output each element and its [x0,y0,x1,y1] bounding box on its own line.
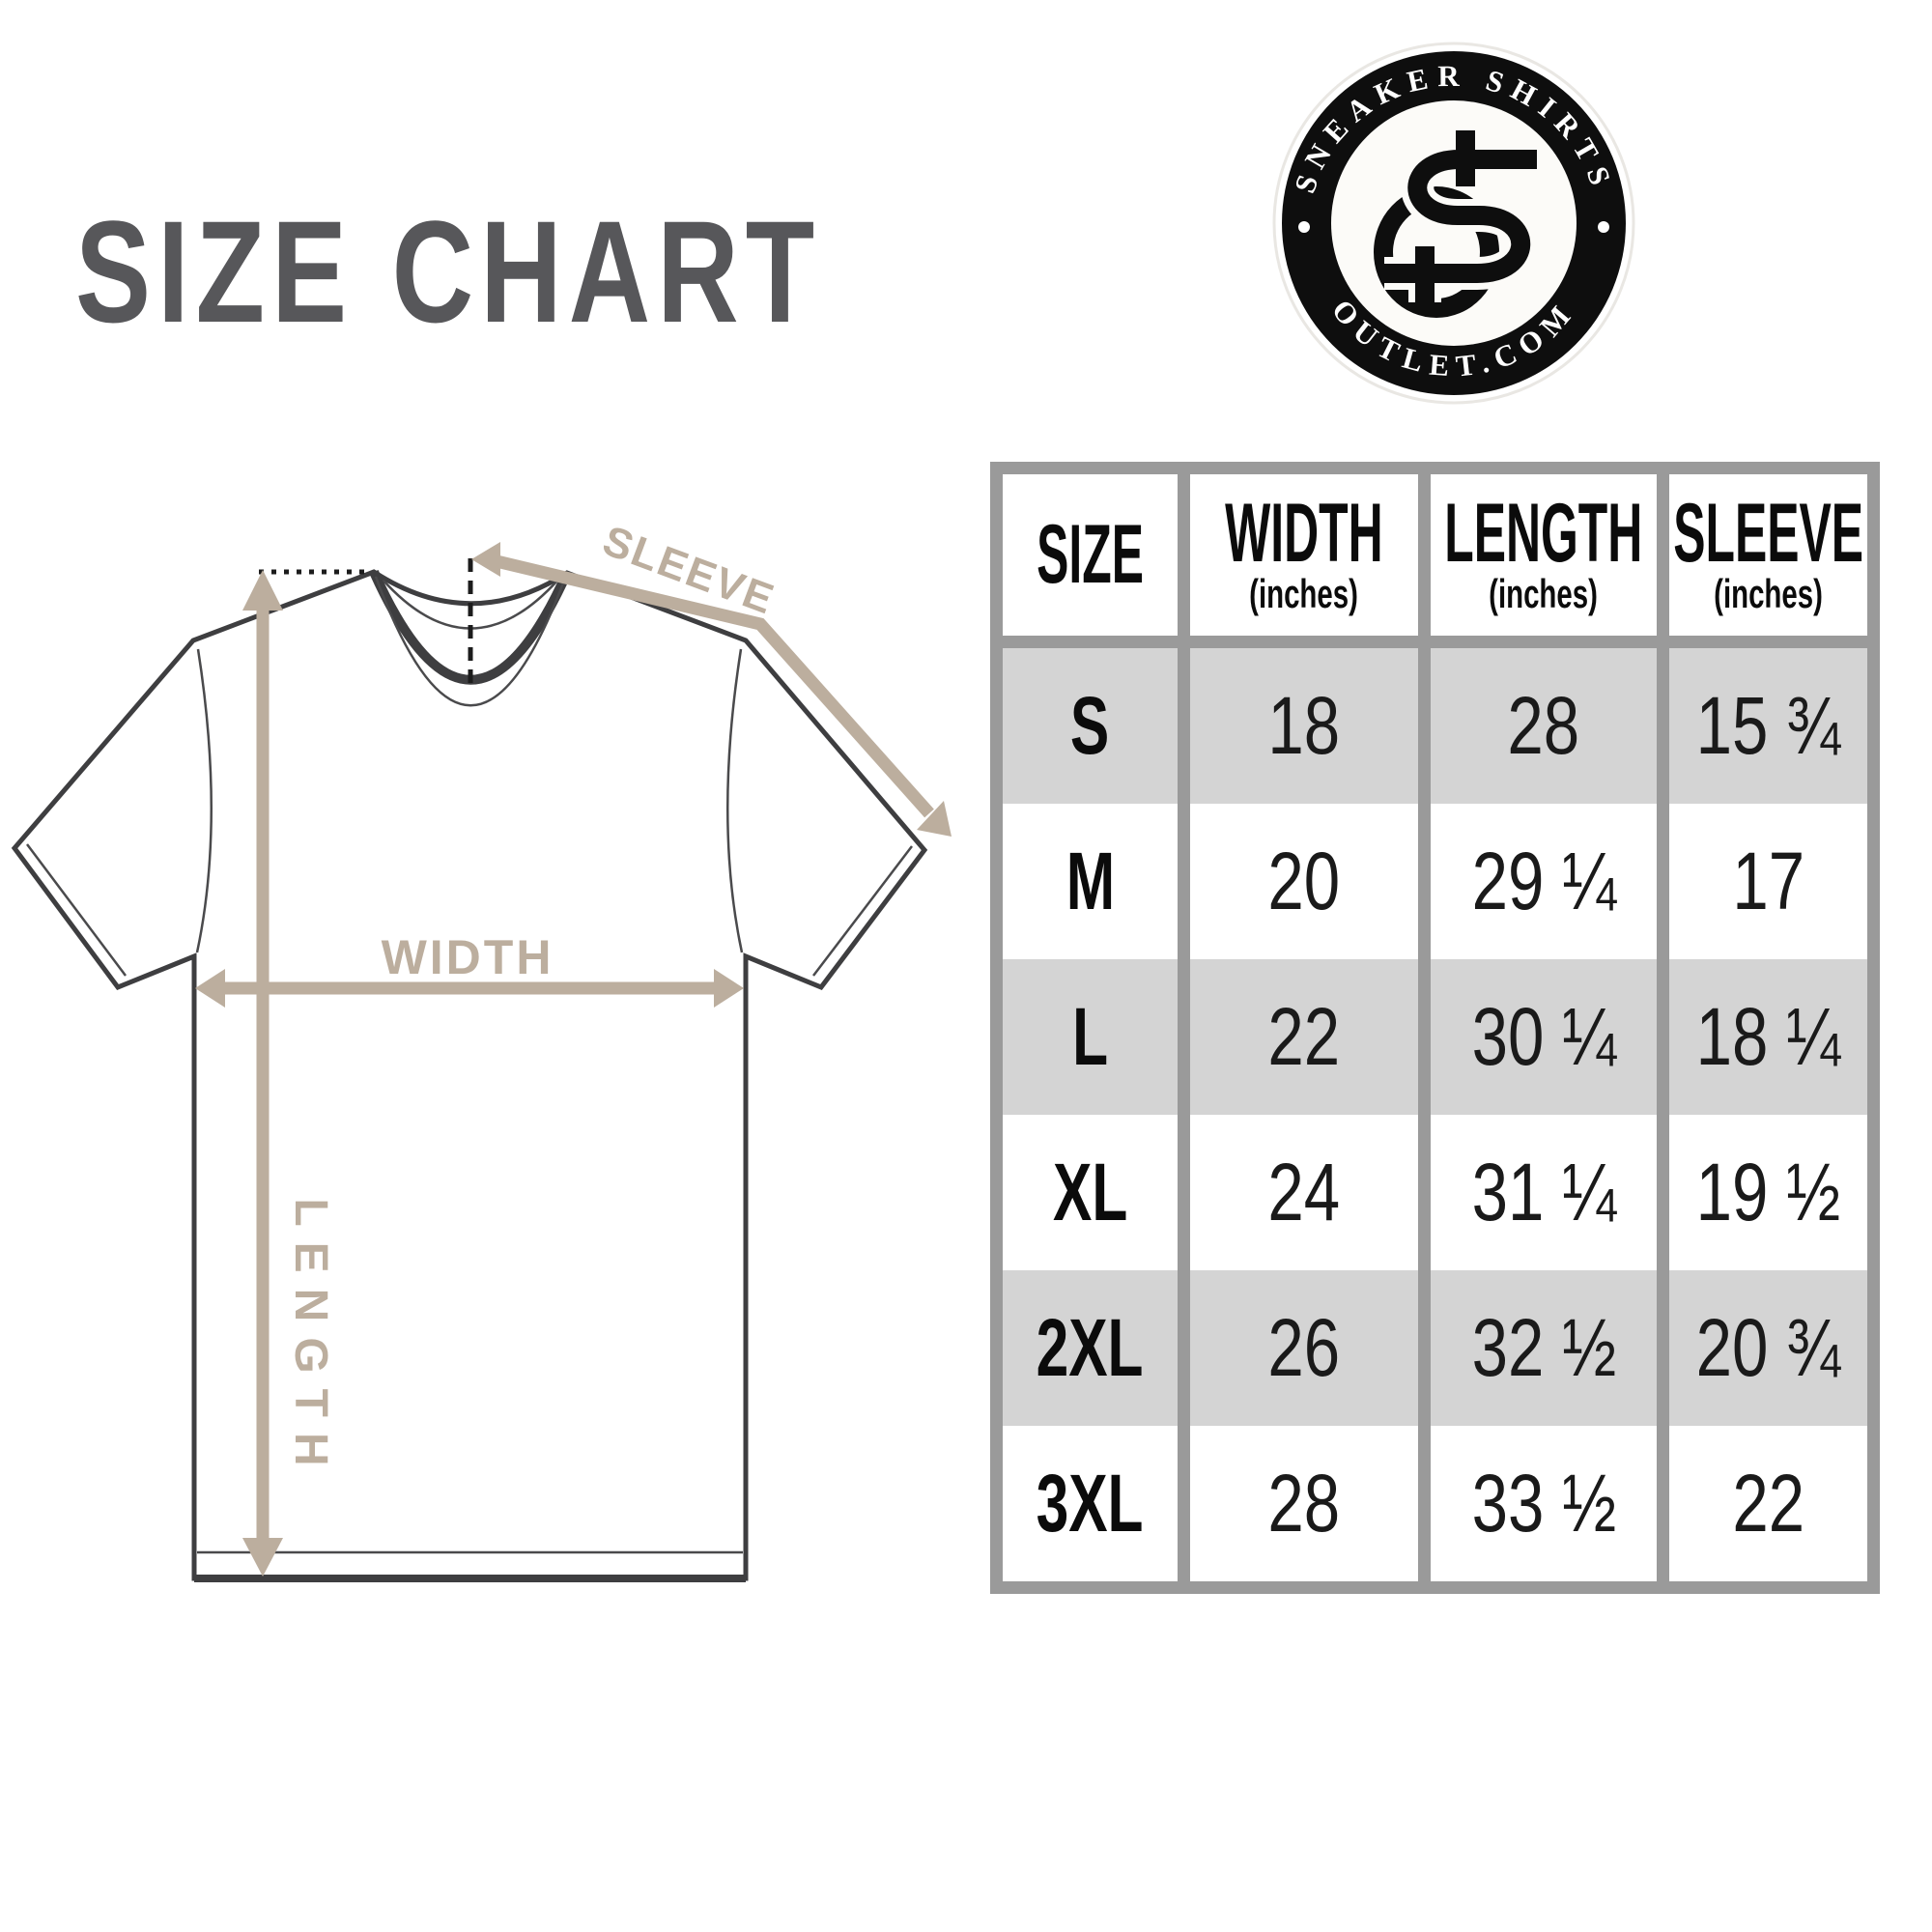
brand-logo-badge: SNEAKER SHIRTS OUTLET.COM [1272,42,1635,405]
tshirt-armhole-seam-right [726,648,744,953]
width-label: WIDTH [382,930,554,984]
table-cell-width: 26 [1190,1270,1418,1426]
column-header-label: SIZE [1037,507,1144,601]
page-title: SIZE CHART [75,190,822,353]
logo-side-dot-right [1598,221,1609,233]
size-table-body: S 18 28 15 ¾ M 20 29 ¼ 17 L 22 30 ¼ 18 ¼… [1003,648,1867,1581]
logo-monogram-icon [1374,130,1538,318]
width-arrow-head-right [714,969,744,1008]
column-header-units: (inches) [1489,571,1599,617]
table-cell-size: XL [1003,1115,1178,1270]
table-cell-sleeve: 20 ¾ [1669,1270,1867,1426]
width-arrow-head-left [195,969,225,1008]
table-cell-width: 18 [1190,648,1418,804]
measure-arrows [195,542,952,1577]
table-cell-width: 28 [1190,1426,1418,1581]
tshirt-cuff-seam-left [26,843,127,977]
table-cell-size: 2XL [1003,1270,1178,1426]
header-cell-size: SIZE [1003,474,1178,636]
table-cell-size: L [1003,959,1178,1115]
length-arrow-head-bottom [242,1538,283,1577]
column-header-units: (inches) [1714,571,1823,617]
table-cell-width: 20 [1190,804,1418,959]
length-arrow-head-top [242,570,283,611]
table-cell-width: 22 [1190,959,1418,1115]
header-cell-length: LENGTH (inches) [1431,474,1657,636]
column-header-label: SLEEVE [1673,486,1863,580]
length-label: LENGTH [285,1198,336,1481]
sleeve-arrow-head-left [471,542,500,577]
table-cell-length: 29 ¼ [1431,804,1657,959]
column-header-label: WIDTH [1225,486,1383,580]
table-cell-sleeve: 19 ½ [1669,1115,1867,1270]
size-table-header: SIZE WIDTH (inches) LENGTH (inches) SLEE… [1003,474,1867,636]
table-cell-length: 32 ½ [1431,1270,1657,1426]
table-cell-length: 30 ¼ [1431,959,1657,1115]
table-cell-sleeve: 18 ¼ [1669,959,1867,1115]
table-cell-length: 31 ¼ [1431,1115,1657,1270]
table-cell-length: 28 [1431,648,1657,804]
table-cell-width: 24 [1190,1115,1418,1270]
table-cell-size: M [1003,804,1178,959]
table-cell-sleeve: 15 ¾ [1669,648,1867,804]
table-cell-size: S [1003,648,1178,804]
tshirt-collar-outer-seam [374,576,567,707]
logo-side-dot-left [1298,221,1310,233]
header-cell-width: WIDTH (inches) [1190,474,1418,636]
table-cell-sleeve: 17 [1669,804,1867,959]
tshirt-armhole-seam-left [195,648,213,953]
sleeve-arrow-head-right [917,801,952,837]
column-header-units: (inches) [1249,571,1359,617]
tshirt-outline [11,569,928,1581]
table-cell-sleeve: 22 [1669,1426,1867,1581]
size-table: SIZE WIDTH (inches) LENGTH (inches) SLEE… [990,462,1880,1594]
tshirt-cuff-seam-right [812,845,913,977]
table-cell-size: 3XL [1003,1426,1178,1581]
table-cell-length: 33 ½ [1431,1426,1657,1581]
column-header-label: LENGTH [1444,486,1643,580]
sleeve-arrow-line [495,554,934,818]
header-cell-sleeve: SLEEVE (inches) [1669,474,1867,636]
tshirt-measurement-diagram: WIDTH LENGTH SLEEVE [11,522,952,1582]
